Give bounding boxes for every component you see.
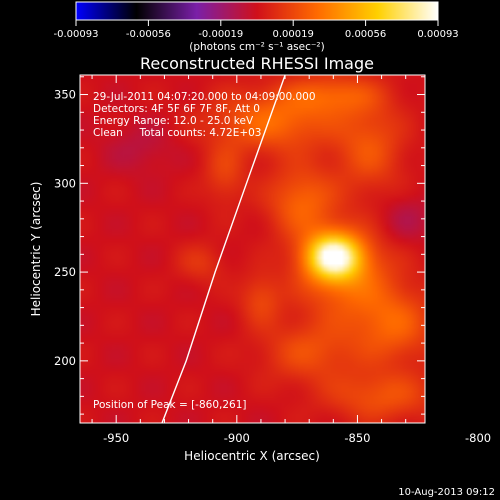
- x-axis-label: Heliocentric X (arcsec): [184, 449, 320, 463]
- axis-ticks: -950 -900 -850 -800 200 250 300 350: [54, 75, 491, 445]
- y-axis-label: Heliocentric Y (arcsec): [29, 182, 43, 317]
- y-tick-label: 300: [54, 176, 76, 190]
- y-tick-label: 200: [54, 354, 76, 368]
- peak-position-label: Position of Peak = [-860,261]: [93, 399, 247, 411]
- annotation-clean-counts: Clean Total counts: 4.72E+03: [93, 127, 262, 139]
- x-tick-label: -850: [344, 431, 370, 445]
- colorbar-ticks: -0.00093 -0.00056 -0.00019 0.00019 0.00056 0.…: [54, 20, 459, 40]
- plot-area: -950 -900 -850 -800 200 250 300 350 29-Jul-2011…: [54, 74, 491, 445]
- plot-frame: [79, 74, 426, 424]
- colorbar-label: (photons cm⁻² s⁻¹ asec⁻²): [189, 41, 324, 53]
- colorbar-tick-label: 0.00056: [345, 29, 386, 40]
- annotation-energy-range: Energy Range: 12.0 - 25.0 keV: [93, 115, 254, 127]
- colorbar-tick-label: 0.00093: [417, 29, 458, 40]
- colorbar-tick-label: 0.00019: [273, 29, 314, 40]
- solar-limb-curve: [161, 75, 286, 423]
- annotation-block: 29-Jul-2011 04:07:20.000 to 04:09:00.000…: [93, 91, 316, 139]
- x-tick-label: -800: [465, 431, 491, 445]
- y-tick-label: 250: [54, 265, 76, 279]
- heatmap-image: [80, 75, 425, 423]
- chart-title: Reconstructed RHESSI Image: [140, 54, 374, 73]
- x-tick-label: -900: [224, 431, 250, 445]
- x-tick-label: -950: [103, 431, 129, 445]
- colorbar-tick-label: -0.00056: [126, 29, 171, 40]
- colorbar: -0.00093 -0.00056 -0.00019 0.00019 0.00056 0.…: [54, 1, 459, 53]
- colorbar-tick-label: -0.00019: [198, 29, 243, 40]
- annotation-detectors: Detectors: 4F 5F 6F 7F 8F, Att 0: [93, 103, 260, 115]
- colorbar-bar: [75, 1, 439, 21]
- annotation-time-range: 29-Jul-2011 04:07:20.000 to 04:09:00.000: [93, 91, 316, 103]
- y-tick-label: 350: [54, 88, 76, 102]
- generation-timestamp: 10-Aug-2013 09:12: [398, 487, 495, 498]
- colorbar-tick-label: -0.00093: [54, 29, 99, 40]
